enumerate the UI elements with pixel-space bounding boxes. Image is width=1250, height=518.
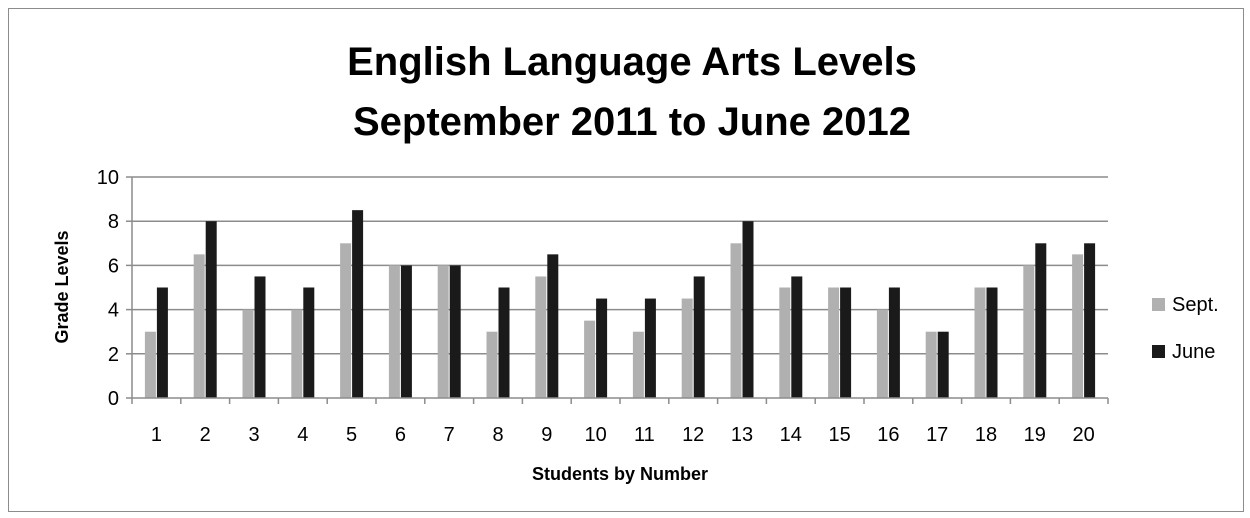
bar-june-19 <box>1035 243 1047 398</box>
x-tick-label: 4 <box>297 424 308 446</box>
bar-june-3 <box>254 276 266 398</box>
bar-sept-2 <box>193 254 205 398</box>
bar-sept-18 <box>974 287 986 398</box>
x-tick-label: 7 <box>444 424 455 446</box>
x-tick-label: 20 <box>1072 424 1094 446</box>
x-tick-label: 19 <box>1024 424 1046 446</box>
bar-june-8 <box>498 287 510 398</box>
y-tick-label: 4 <box>108 300 119 322</box>
chart-title-line-2: September 2011 to June 2012 <box>353 100 911 144</box>
y-tick-label: 0 <box>108 388 119 410</box>
x-tick-label: 16 <box>877 424 899 446</box>
bar-sept-3 <box>242 309 254 398</box>
bar-june-12 <box>693 276 705 398</box>
bar-june-11 <box>644 298 656 398</box>
bars <box>144 210 1096 398</box>
x-tick-label: 17 <box>926 424 948 446</box>
bar-june-9 <box>547 254 559 398</box>
axes <box>126 176 1109 404</box>
y-axis-title: Grade Levels <box>52 230 72 343</box>
bar-june-1 <box>156 287 168 398</box>
bar-june-10 <box>596 298 608 398</box>
bar-sept-19 <box>1023 265 1035 398</box>
x-tick-label: 3 <box>248 424 259 446</box>
legend-swatch-june <box>1152 345 1165 358</box>
bar-sept-6 <box>388 265 400 398</box>
bar-june-5 <box>352 210 364 398</box>
legend: Sept. June <box>1152 294 1219 363</box>
y-tick-label: 6 <box>108 255 119 277</box>
y-tick-label: 2 <box>108 344 119 366</box>
x-tick-label: 12 <box>682 424 704 446</box>
bar-sept-5 <box>340 243 352 398</box>
chart-title-line-1: English Language Arts Levels <box>347 40 917 84</box>
x-tick-label: 5 <box>346 424 357 446</box>
x-tick-label: 6 <box>395 424 406 446</box>
bar-june-4 <box>303 287 315 398</box>
bar-june-18 <box>986 287 998 398</box>
bar-june-17 <box>937 331 949 398</box>
bar-sept-8 <box>486 331 498 398</box>
bar-sept-9 <box>535 276 547 398</box>
y-tick-label: 10 <box>97 167 119 189</box>
bar-sept-10 <box>584 320 596 398</box>
y-tick-label: 8 <box>108 211 119 233</box>
x-axis-title: Students by Number <box>532 464 708 484</box>
bar-june-6 <box>400 265 412 398</box>
legend-label-june: June <box>1172 341 1215 363</box>
bar-sept-14 <box>779 287 791 398</box>
bar-sept-17 <box>925 331 937 398</box>
bar-june-2 <box>205 221 217 398</box>
bar-june-16 <box>888 287 900 398</box>
x-tick-label: 1 <box>151 424 162 446</box>
chart-title: English Language Arts Levels September 2… <box>347 40 917 144</box>
bar-june-14 <box>791 276 803 398</box>
x-tick-label: 11 <box>634 424 655 446</box>
bar-june-20 <box>1084 243 1096 398</box>
bar-sept-13 <box>730 243 742 398</box>
x-tick-label: 8 <box>492 424 503 446</box>
bar-june-7 <box>449 265 461 398</box>
x-tick-label: 2 <box>200 424 211 446</box>
legend-label-sept: Sept. <box>1172 294 1219 316</box>
bar-june-13 <box>742 221 754 398</box>
gridlines <box>132 176 1108 355</box>
bar-sept-12 <box>681 298 693 398</box>
bar-sept-20 <box>1072 254 1084 398</box>
x-tick-label: 13 <box>731 424 753 446</box>
x-tick-label: 9 <box>541 424 552 446</box>
bar-june-15 <box>840 287 852 398</box>
x-tick-label: 18 <box>975 424 997 446</box>
legend-swatch-sept <box>1152 298 1165 311</box>
bar-sept-4 <box>291 309 303 398</box>
bar-sept-1 <box>144 331 156 398</box>
bar-sept-15 <box>828 287 840 398</box>
x-tick-label: 10 <box>584 424 606 446</box>
bar-sept-11 <box>632 331 644 398</box>
x-tick-label: 14 <box>780 424 802 446</box>
bar-sept-7 <box>437 265 449 398</box>
bar-sept-16 <box>876 309 888 398</box>
x-tick-label: 15 <box>828 424 850 446</box>
